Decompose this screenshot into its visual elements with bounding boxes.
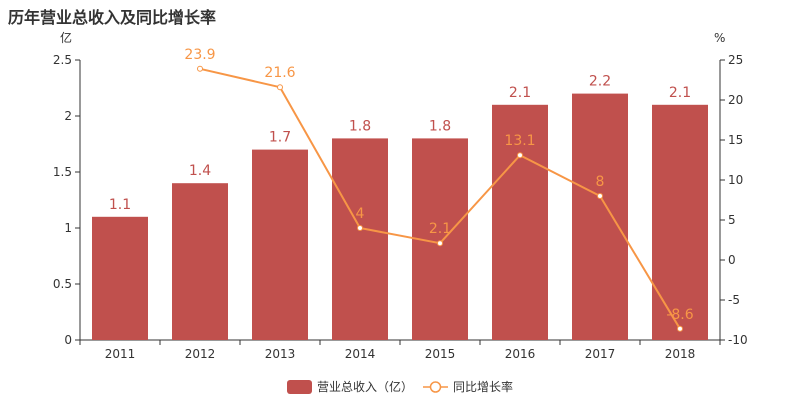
x-tick-label: 2015	[425, 347, 456, 361]
right-tick-label: 25	[728, 53, 743, 67]
bar-data-label: 1.1	[109, 197, 131, 213]
bar	[92, 216, 148, 340]
chart-title: 历年营业总收入及同比增长率	[8, 8, 217, 27]
left-tick-label: 2	[64, 109, 72, 123]
right-tick-label: 0	[728, 253, 736, 267]
growth-rate-data-label: 21.6	[264, 65, 295, 81]
legend-bar-swatch	[287, 380, 312, 394]
x-tick-label: 2012	[185, 347, 216, 361]
growth-rate-data-label: 8	[596, 174, 605, 190]
left-tick-label: 1.5	[53, 165, 72, 179]
left-tick-label: 2.5	[53, 53, 72, 67]
bar	[252, 149, 308, 340]
growth-rate-data-label: 4	[356, 206, 365, 222]
bar-data-label: 1.8	[429, 118, 451, 134]
growth-rate-point	[437, 240, 443, 247]
legend-bar-label: 营业总收入（亿）	[317, 379, 413, 394]
bar-data-label: 1.4	[189, 163, 211, 179]
bar	[652, 104, 708, 340]
growth-rate-point	[197, 65, 203, 72]
right-tick-label: 20	[728, 93, 743, 107]
right-axis-unit: %	[714, 31, 725, 45]
bar	[492, 104, 548, 340]
growth-rate-point	[517, 152, 523, 159]
x-tick-label: 2013	[265, 347, 296, 361]
x-tick-label: 2016	[505, 347, 536, 361]
growth-rate-point	[277, 84, 283, 91]
right-tick-label: 10	[728, 173, 743, 187]
x-tick-label: 2017	[585, 347, 616, 361]
left-axis-unit: 亿	[60, 30, 72, 45]
bar-data-label: 1.8	[349, 118, 371, 134]
legend-line-label: 同比增长率	[453, 379, 513, 394]
bar	[332, 138, 388, 340]
growth-rate-point	[677, 325, 683, 332]
growth-rate-point	[357, 225, 363, 231]
x-tick-label: 2014	[345, 347, 376, 361]
growth-rate-data-label: -8.6	[666, 307, 693, 323]
growth-rate-data-label: 2.1	[429, 221, 451, 237]
bar-data-label: 2.1	[669, 85, 691, 101]
right-tick-label: -10	[728, 333, 748, 347]
bar-data-label: 2.1	[509, 85, 531, 101]
growth-rate-data-label: 23.9	[184, 47, 215, 63]
legend-line-marker	[429, 381, 442, 393]
bar	[172, 183, 228, 340]
right-tick-label: 15	[728, 133, 743, 147]
left-tick-label: 0	[64, 333, 72, 347]
bar-data-label: 2.2	[589, 74, 611, 90]
growth-rate-point	[597, 193, 603, 199]
right-tick-label: 5	[728, 213, 736, 227]
left-tick-label: 0.5	[53, 277, 72, 291]
bar-data-label: 1.7	[269, 130, 291, 146]
growth-rate-data-label: 13.1	[504, 133, 535, 149]
x-tick-label: 2018	[665, 347, 696, 361]
right-tick-label: -5	[728, 293, 740, 307]
x-tick-label: 2011	[105, 347, 136, 361]
left-tick-label: 1	[64, 221, 72, 235]
bar	[572, 93, 628, 340]
